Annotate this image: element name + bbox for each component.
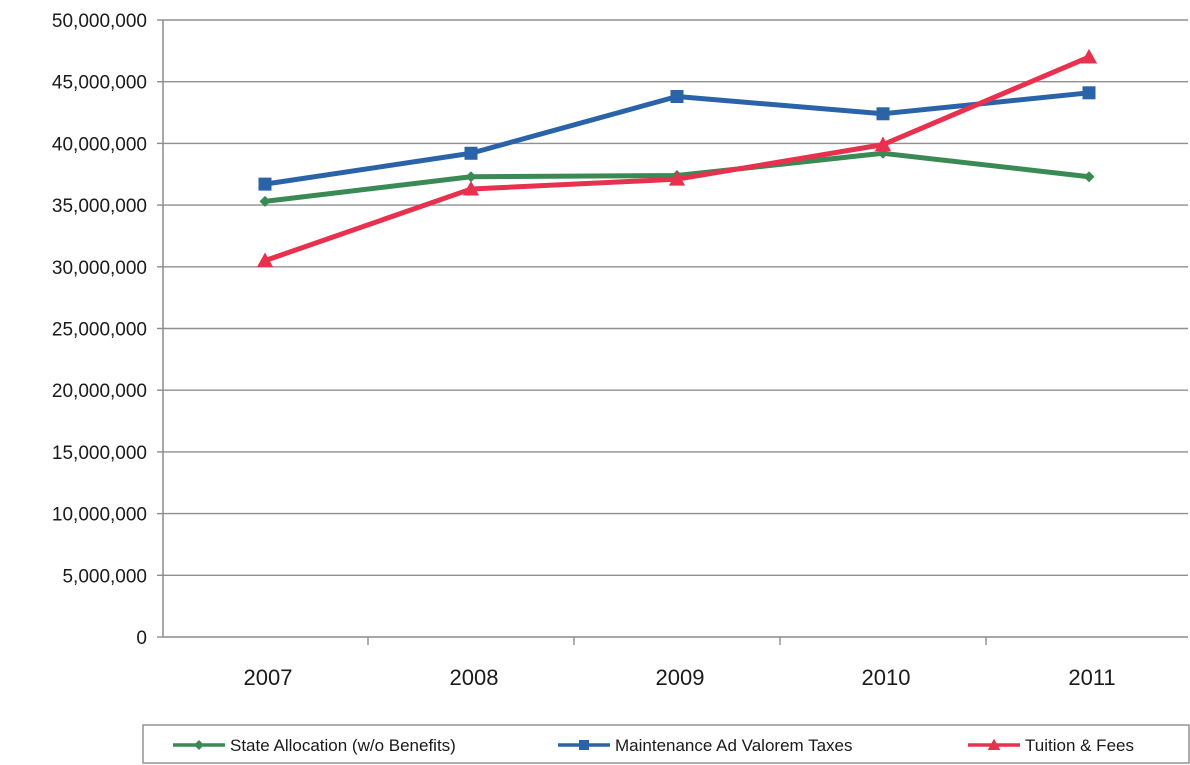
data-point — [259, 195, 271, 207]
gridlines — [157, 19, 1188, 645]
legend-entry: Maintenance Ad Valorem Taxes — [558, 736, 853, 755]
data-point — [1082, 86, 1096, 100]
x-tick-label: 2007 — [244, 665, 293, 690]
x-tick-label: 2008 — [450, 665, 499, 690]
data-point — [462, 180, 480, 196]
series-1 — [258, 86, 1096, 191]
legend-marker — [194, 740, 204, 750]
legend-marker — [987, 738, 1001, 750]
legend-entry: Tuition & Fees — [968, 736, 1134, 755]
series-line — [262, 54, 1092, 264]
y-tick-labels: 0 5,000,000 10,000,000 15,000,000 20,000,000… — [52, 11, 147, 649]
y-tick-label: 30,000,000 — [52, 258, 147, 279]
y-tick-label: 50,000,000 — [52, 11, 147, 32]
axes — [162, 20, 1188, 638]
y-tick-label: 10,000,000 — [52, 505, 147, 526]
data-point — [874, 136, 892, 152]
data-point — [465, 171, 477, 183]
data-point — [464, 146, 478, 160]
data-point — [258, 177, 272, 191]
legend-entry: State Allocation (w/o Benefits) — [173, 736, 456, 755]
y-tick-label: 45,000,000 — [52, 73, 147, 94]
data-point — [1080, 48, 1098, 64]
legend-items: State Allocation (w/o Benefits) Maintenan… — [173, 736, 1134, 755]
legend-label: State Allocation (w/o Benefits) — [230, 736, 456, 755]
series-2 — [256, 48, 1098, 268]
data-point — [1083, 171, 1095, 183]
legend-label: Maintenance Ad Valorem Taxes — [615, 736, 853, 755]
legend: State Allocation (w/o Benefits) Maintenan… — [142, 724, 1190, 764]
x-tick-label: 2010 — [862, 665, 911, 690]
x-tick-label: 2011 — [1068, 665, 1115, 690]
y-tick-label: 20,000,000 — [52, 381, 147, 402]
data-point — [876, 107, 890, 121]
x-tick-label: 2009 — [656, 665, 705, 690]
legend-marker — [579, 740, 589, 750]
y-tick-label: 40,000,000 — [52, 134, 147, 155]
legend-label: Tuition & Fees — [1025, 736, 1134, 755]
y-tick-label: 35,000,000 — [52, 196, 147, 217]
y-tick-label: 0 — [136, 628, 147, 649]
data-point — [668, 171, 686, 186]
y-tick-label: 5,000,000 — [62, 566, 147, 587]
data-point — [256, 252, 274, 268]
x-tick-labels: 2007 2008 2009 2010 2011 — [244, 665, 1116, 690]
y-tick-label: 15,000,000 — [52, 443, 147, 464]
series — [256, 48, 1098, 268]
data-point — [670, 90, 684, 104]
y-tick-label: 25,000,000 — [52, 320, 147, 341]
